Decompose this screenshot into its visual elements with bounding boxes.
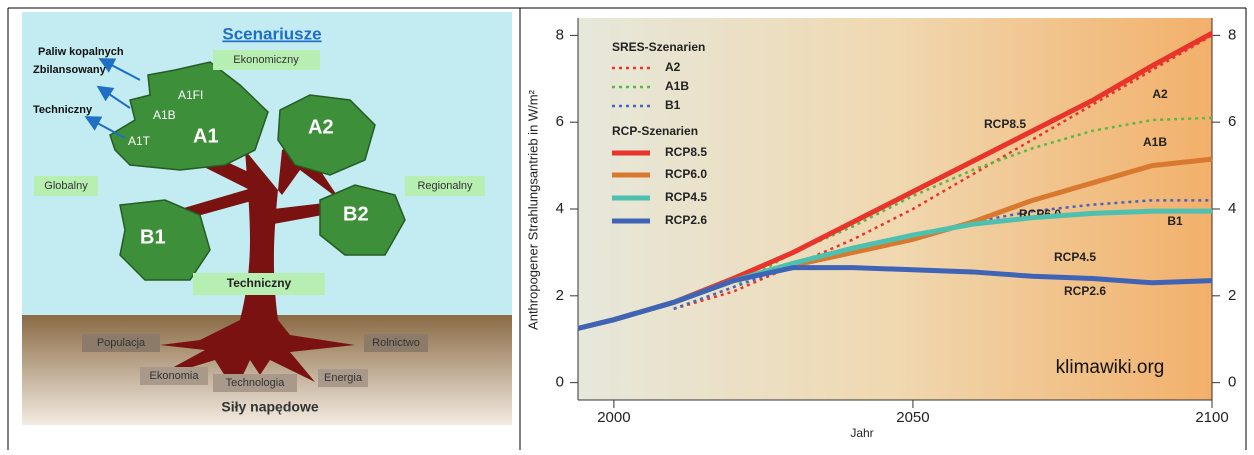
x-axis-label: Jahr: [850, 426, 873, 440]
diagram-title: Scenariusze: [222, 24, 321, 43]
y2-tick-label: 4: [1228, 200, 1236, 217]
series-line: [577, 265, 1213, 331]
series-line: [673, 34, 1213, 311]
root-label: Populacja: [97, 337, 146, 349]
series-label: RCP8.5: [984, 117, 1026, 131]
top-label: Ekonomiczny: [233, 54, 299, 66]
leaf-label: A1: [193, 125, 219, 147]
footer-label: Siły napędowe: [221, 399, 318, 415]
y-axis-label: Anthropogener Strahlungsantrieb in W/m²: [525, 89, 540, 330]
y2-tick-label: 2: [1228, 287, 1236, 304]
series-label: RCP2.6: [1064, 284, 1106, 298]
leaf-label: A1B: [153, 108, 176, 122]
y-tick-label: 6: [556, 113, 564, 130]
root-label: Rolnictwo: [372, 337, 420, 349]
series-label: A2: [1152, 87, 1168, 101]
leaf-label: B1: [140, 226, 166, 248]
leaf-label: A2: [308, 116, 334, 138]
legend-label: RCP8.5: [665, 145, 707, 159]
table-border: [7, 7, 1247, 450]
y2-tick-label: 6: [1228, 113, 1236, 130]
legend-label: RCP2.6: [665, 213, 707, 227]
arrow-label: Zbilansowany: [33, 64, 107, 76]
legend-label: A1B: [665, 79, 689, 93]
root-label: Technologia: [226, 377, 286, 389]
leaf-label: A1T: [128, 134, 151, 148]
watermark: klimawiki.org: [1056, 357, 1165, 378]
legend-label: A2: [665, 60, 681, 74]
series-label: B1: [1167, 214, 1183, 228]
chart: 0 2 4 6 8 0 2 4 6 8 2000 2050 2100 A2 A2 A1B A1B B1 B1 RCP8…: [556, 18, 1236, 426]
legend-label: RCP4.5: [665, 190, 707, 204]
legend-title: RCP-Szenarien: [612, 124, 698, 138]
plot-area: [578, 18, 1212, 400]
leaf-label: B2: [343, 203, 369, 225]
leaf-label: A1FI: [178, 88, 203, 102]
legend-title: SRES-Szenarien: [612, 40, 705, 54]
x-tick-label: 2000: [597, 409, 630, 426]
y-tick-label: 8: [556, 26, 564, 43]
y2-tick-label: 0: [1228, 374, 1236, 391]
tree-diagram: Scenariusze Paliw kopalnych Zbilansowany…: [22, 12, 512, 425]
y-tick-label: 0: [556, 374, 564, 391]
legend-label: RCP6.0: [665, 167, 707, 181]
x-tick-label: 2100: [1195, 409, 1228, 426]
y-tick-label: 2: [556, 287, 564, 304]
legend-label: B1: [665, 98, 681, 112]
root-label: Ekonomia: [150, 370, 200, 382]
side-label: Regionalny: [417, 180, 473, 192]
y2-tick-label: 8: [1228, 26, 1236, 43]
arrow-label: Techniczny: [33, 104, 93, 116]
arrow-label: Paliw kopalnych: [38, 46, 124, 58]
side-label: Globalny: [44, 180, 88, 192]
series-label: A1B: [1143, 135, 1167, 149]
trunk-label: Techniczny: [227, 276, 292, 290]
x-tick-label: 2050: [896, 409, 929, 426]
root-label: Energia: [324, 372, 363, 384]
y-tick-label: 4: [556, 200, 564, 217]
series-label: RCP4.5: [1054, 250, 1096, 264]
